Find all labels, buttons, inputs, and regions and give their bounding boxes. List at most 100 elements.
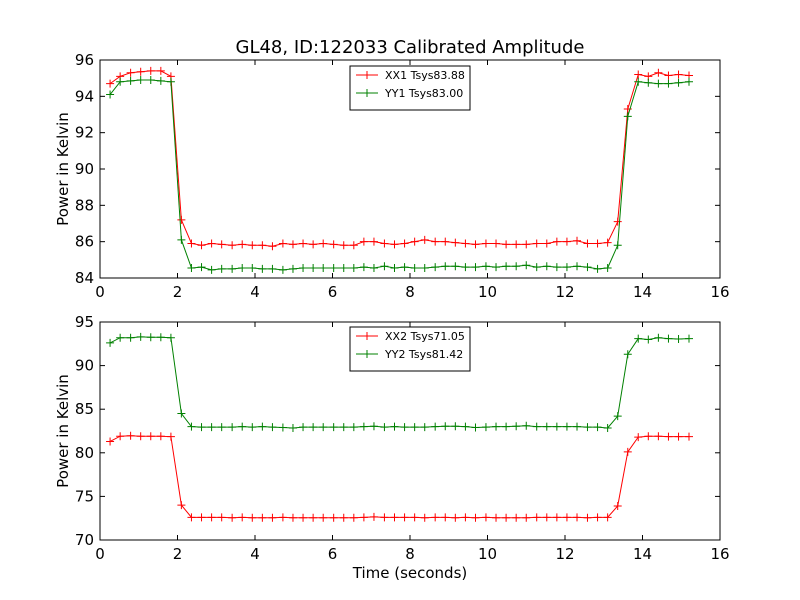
data-point <box>339 513 348 522</box>
data-point <box>166 333 175 342</box>
data-point <box>613 412 622 421</box>
data-point <box>106 79 115 88</box>
data-point <box>349 241 358 250</box>
data-point <box>613 501 622 510</box>
data-point <box>146 333 155 342</box>
data-point <box>542 422 551 431</box>
chart-title: GL48, ID:122033 Calibrated Amplitude <box>236 37 585 58</box>
data-point <box>603 264 612 273</box>
x-tick-label: 0 <box>95 283 105 301</box>
data-point <box>654 333 663 342</box>
data-point <box>278 513 287 522</box>
data-point <box>177 501 186 510</box>
data-point <box>664 432 673 441</box>
data-point <box>136 432 145 441</box>
x-tick-label: 16 <box>710 283 729 301</box>
x-tick-label: 2 <box>173 545 183 563</box>
data-point <box>481 513 490 522</box>
data-point <box>187 513 196 522</box>
data-point <box>441 422 450 431</box>
data-point <box>471 240 480 249</box>
series-line-2 <box>109 336 690 429</box>
data-point <box>380 513 389 522</box>
data-point <box>299 423 308 432</box>
y-tick-label: 85 <box>75 400 94 418</box>
data-point <box>562 513 571 522</box>
legend-label: YY2 Tsys81.42 <box>384 348 463 361</box>
data-point <box>441 237 450 246</box>
data-point <box>349 423 358 432</box>
data-point <box>471 423 480 432</box>
y-tick-label: 90 <box>75 357 94 375</box>
data-point <box>319 513 328 522</box>
data-point <box>481 423 490 432</box>
data-point <box>187 264 196 273</box>
data-point <box>106 338 115 347</box>
data-point <box>207 423 216 432</box>
data-point <box>288 423 297 432</box>
data-point <box>339 241 348 250</box>
x-tick-label: 12 <box>555 545 574 563</box>
data-point <box>492 239 501 248</box>
data-point <box>492 513 501 522</box>
legend-label: XX2 Tsys71.05 <box>385 330 465 343</box>
data-point <box>644 78 653 87</box>
data-point <box>634 70 643 79</box>
data-point <box>329 240 338 249</box>
data-point <box>390 264 399 273</box>
x-tick-label: 4 <box>250 283 260 301</box>
y-tick-label: 92 <box>75 124 94 142</box>
data-point <box>522 240 531 249</box>
data-point <box>248 241 257 250</box>
legend-box <box>349 65 471 111</box>
data-point <box>369 237 378 246</box>
data-point <box>654 68 663 77</box>
data-point <box>634 334 643 343</box>
data-point <box>299 239 308 248</box>
data-point <box>116 432 125 441</box>
x-tick-label: 16 <box>710 545 729 563</box>
data-point <box>187 422 196 431</box>
x-axis-label: Time (seconds) <box>352 564 468 582</box>
data-point <box>248 513 257 522</box>
data-point <box>258 422 267 431</box>
data-point <box>116 77 125 86</box>
data-point <box>532 239 541 248</box>
data-point <box>278 423 287 432</box>
data-point <box>410 237 419 246</box>
data-point <box>309 264 318 273</box>
data-point <box>268 423 277 432</box>
data-point <box>644 432 653 441</box>
series-line-1 <box>109 435 689 519</box>
data-point <box>400 239 409 248</box>
data-point <box>562 263 571 272</box>
data-point <box>238 513 247 522</box>
data-point <box>228 241 237 250</box>
data-point <box>166 77 175 86</box>
data-point <box>380 239 389 248</box>
legend-label: YY1 Tsys83.00 <box>384 87 463 100</box>
data-point <box>146 75 155 84</box>
legend-marker <box>363 332 371 340</box>
data-point <box>644 335 653 344</box>
data-point <box>288 513 297 522</box>
data-point <box>288 264 297 273</box>
data-point <box>177 409 186 418</box>
data-point <box>268 264 277 273</box>
y-tick-label: 95 <box>75 313 94 331</box>
data-point <box>369 422 378 431</box>
data-point <box>390 513 399 522</box>
data-point <box>339 264 348 273</box>
data-point <box>562 237 571 246</box>
data-point <box>492 263 501 272</box>
data-point <box>552 513 561 522</box>
data-point <box>674 70 683 79</box>
data-point <box>552 422 561 431</box>
data-point <box>238 240 247 249</box>
data-point <box>502 513 511 522</box>
data-point <box>400 423 409 432</box>
data-point <box>522 513 531 522</box>
data-point <box>166 432 175 441</box>
data-point <box>593 239 602 248</box>
